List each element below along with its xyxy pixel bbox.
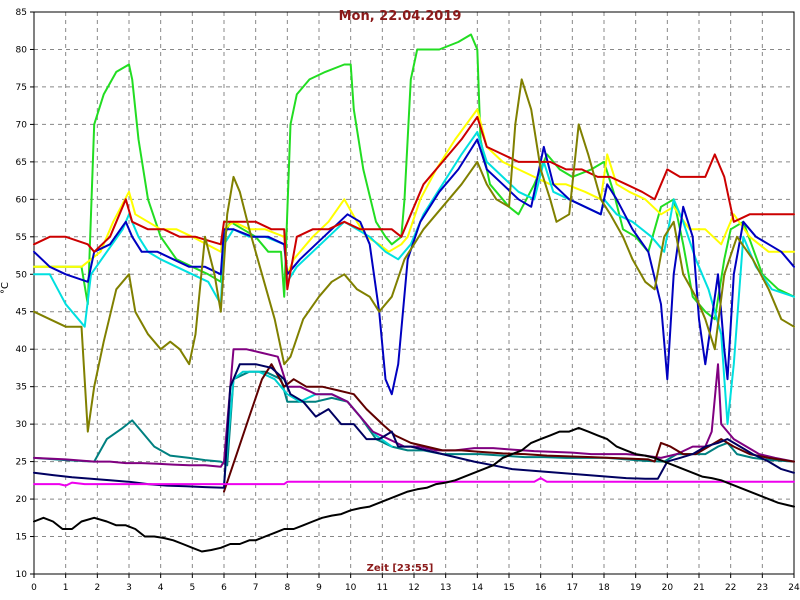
series-line-13 (33, 426, 795, 553)
x-tick-label: 6 (221, 583, 227, 593)
x-tick-label: 17 (567, 583, 578, 593)
y-axis-label: °C (0, 282, 11, 294)
series-line-11 (33, 363, 795, 489)
x-tick-label: 18 (598, 583, 610, 593)
y-tick-label: 50 (16, 270, 28, 280)
series-line-5 (33, 115, 795, 291)
series-line-4 (33, 138, 795, 396)
y-tick-label: 25 (16, 458, 27, 468)
series-line-6 (33, 78, 795, 433)
x-tick-label: 20 (662, 583, 674, 593)
y-tick-label: 10 (16, 570, 28, 580)
x-tick-label: 5 (189, 583, 195, 593)
x-tick-label: 13 (440, 583, 451, 593)
y-tick-label: 85 (16, 8, 27, 18)
series-lines (33, 33, 795, 553)
x-tick-label: 12 (408, 583, 419, 593)
x-tick-label: 0 (31, 583, 37, 593)
y-tick-label: 40 (16, 345, 28, 355)
x-axis-label: Zeit [23:55] (366, 563, 434, 574)
y-tick-label: 60 (16, 195, 28, 205)
series-line-1 (33, 33, 795, 321)
series-line-12 (33, 477, 795, 487)
x-tick-label: 24 (788, 583, 800, 593)
y-tick-label: 75 (16, 83, 27, 93)
x-tick-label: 14 (472, 583, 484, 593)
series-line-10 (223, 363, 795, 493)
x-tick-label: 3 (126, 583, 132, 593)
plot-frame (33, 11, 795, 575)
series-line-8 (223, 370, 393, 486)
x-tick-label: 11 (377, 583, 388, 593)
y-tick-label: 20 (16, 495, 28, 505)
x-tick-label: 15 (503, 583, 514, 593)
y-tick-label: 65 (16, 158, 27, 168)
y-tick-label: 45 (16, 308, 27, 318)
x-tick-label: 21 (693, 583, 704, 593)
series-line-9 (33, 348, 795, 468)
y-tick-label: 30 (16, 420, 28, 430)
axes (30, 11, 795, 578)
x-tick-label: 1 (63, 583, 69, 593)
y-tick-label: 15 (16, 533, 27, 543)
x-tick-label: 2 (94, 583, 100, 593)
y-tick-label: 35 (16, 383, 27, 393)
x-tick-label: 9 (316, 583, 322, 593)
series-line-2 (33, 108, 795, 276)
y-tick-label: 70 (16, 120, 28, 130)
y-tick-label: 80 (16, 45, 28, 55)
series-line-3 (33, 130, 795, 426)
x-tick-label: 22 (725, 583, 736, 593)
chart-title: Mon, 22.04.2019 (338, 9, 462, 24)
x-tick-label: 8 (284, 583, 290, 593)
x-tick-label: 23 (757, 583, 768, 593)
y-tick-label: 55 (16, 233, 27, 243)
x-tick-label: 19 (630, 583, 642, 593)
x-tick-label: 10 (345, 583, 357, 593)
x-tick-label: 16 (535, 583, 547, 593)
x-tick-label: 7 (253, 583, 259, 593)
tick-labels: 0 1 2 3 4 5 6 7 8 9 10 11 12 13 14 15 16 17 18 19 20 21 22 23 24… (16, 8, 800, 593)
x-tick-label: 4 (158, 583, 164, 593)
